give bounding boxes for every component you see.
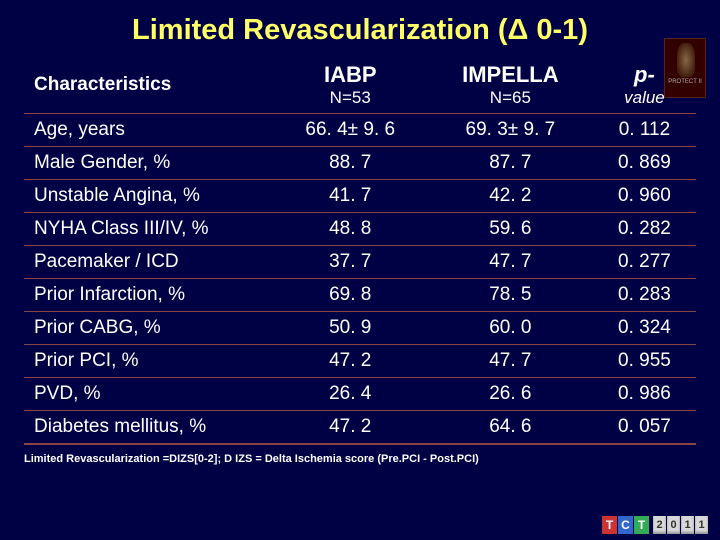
year-digit-1: 2 bbox=[653, 516, 666, 534]
row-label: Male Gender, % bbox=[24, 147, 273, 180]
row-impella: 69. 3± 9. 7 bbox=[428, 114, 593, 147]
header-impella: IMPELLA N=65 bbox=[428, 57, 593, 114]
row-impella: 47. 7 bbox=[428, 246, 593, 279]
row-impella: 42. 2 bbox=[428, 180, 593, 213]
year-digit-2: 0 bbox=[667, 516, 680, 534]
table-row: Prior Infarction, %69. 878. 50. 283 bbox=[24, 279, 696, 312]
table-body: Age, years66. 4± 9. 669. 3± 9. 70. 112Ma… bbox=[24, 114, 696, 445]
row-label: Pacemaker / ICD bbox=[24, 246, 273, 279]
header-impella-sub: N=65 bbox=[438, 88, 583, 108]
table-row: Age, years66. 4± 9. 669. 3± 9. 70. 112 bbox=[24, 114, 696, 147]
table-row: Pacemaker / ICD37. 747. 70. 277 bbox=[24, 246, 696, 279]
header-iabp: IABP N=53 bbox=[273, 57, 428, 114]
tct-letters: T C T bbox=[602, 516, 649, 534]
row-iabp: 47. 2 bbox=[273, 411, 428, 445]
row-iabp: 88. 7 bbox=[273, 147, 428, 180]
row-label: Prior Infarction, % bbox=[24, 279, 273, 312]
row-pvalue: 0. 112 bbox=[593, 114, 696, 147]
table-row: Diabetes mellitus, %47. 264. 60. 057 bbox=[24, 411, 696, 445]
header-iabp-top: IABP bbox=[324, 62, 377, 87]
tct-letter-3: T bbox=[634, 516, 649, 534]
row-pvalue: 0. 277 bbox=[593, 246, 696, 279]
row-pvalue: 0. 283 bbox=[593, 279, 696, 312]
header-impella-top: IMPELLA bbox=[462, 62, 559, 87]
footnote: Limited Revascularization =DIZS[0-2]; D … bbox=[24, 453, 696, 465]
tct-letter-1: T bbox=[602, 516, 617, 534]
table-row: Prior CABG, %50. 960. 00. 324 bbox=[24, 312, 696, 345]
characteristics-table: Characteristics IABP N=53 IMPELLA N=65 p… bbox=[24, 57, 696, 445]
row-label: Prior CABG, % bbox=[24, 312, 273, 345]
row-impella: 87. 7 bbox=[428, 147, 593, 180]
table-row: Prior PCI, %47. 247. 70. 955 bbox=[24, 345, 696, 378]
row-iabp: 41. 7 bbox=[273, 180, 428, 213]
year-digit-3: 1 bbox=[681, 516, 694, 534]
row-impella: 60. 0 bbox=[428, 312, 593, 345]
row-pvalue: 0. 955 bbox=[593, 345, 696, 378]
row-iabp: 66. 4± 9. 6 bbox=[273, 114, 428, 147]
protect-logo: PROTECT II bbox=[664, 38, 706, 98]
row-pvalue: 0. 869 bbox=[593, 147, 696, 180]
tct-letter-2: C bbox=[618, 516, 633, 534]
row-pvalue: 0. 282 bbox=[593, 213, 696, 246]
row-label: Unstable Angina, % bbox=[24, 180, 273, 213]
row-impella: 26. 6 bbox=[428, 378, 593, 411]
row-pvalue: 0. 986 bbox=[593, 378, 696, 411]
table-row: Male Gender, %88. 787. 70. 869 bbox=[24, 147, 696, 180]
tct-year: 2 0 1 1 bbox=[653, 516, 708, 534]
row-pvalue: 0. 960 bbox=[593, 180, 696, 213]
row-iabp: 47. 2 bbox=[273, 345, 428, 378]
row-iabp: 50. 9 bbox=[273, 312, 428, 345]
slide-title: Limited Revascularization (Δ 0-1) bbox=[24, 14, 696, 47]
row-impella: 78. 5 bbox=[428, 279, 593, 312]
row-label: Diabetes mellitus, % bbox=[24, 411, 273, 445]
row-iabp: 26. 4 bbox=[273, 378, 428, 411]
row-iabp: 69. 8 bbox=[273, 279, 428, 312]
row-label: Prior PCI, % bbox=[24, 345, 273, 378]
row-pvalue: 0. 057 bbox=[593, 411, 696, 445]
tct-logo: T C T 2 0 1 1 bbox=[602, 516, 708, 534]
row-label: NYHA Class III/IV, % bbox=[24, 213, 273, 246]
year-digit-4: 1 bbox=[695, 516, 708, 534]
table-row: NYHA Class III/IV, %48. 859. 60. 282 bbox=[24, 213, 696, 246]
row-iabp: 48. 8 bbox=[273, 213, 428, 246]
row-pvalue: 0. 324 bbox=[593, 312, 696, 345]
table-row: Unstable Angina, %41. 742. 20. 960 bbox=[24, 180, 696, 213]
row-label: PVD, % bbox=[24, 378, 273, 411]
row-impella: 47. 7 bbox=[428, 345, 593, 378]
row-iabp: 37. 7 bbox=[273, 246, 428, 279]
row-impella: 64. 6 bbox=[428, 411, 593, 445]
row-impella: 59. 6 bbox=[428, 213, 593, 246]
protect-logo-label: PROTECT II bbox=[668, 79, 702, 85]
header-characteristics: Characteristics bbox=[24, 57, 273, 114]
table-row: PVD, %26. 426. 60. 986 bbox=[24, 378, 696, 411]
row-label: Age, years bbox=[24, 114, 273, 147]
header-pvalue-top: p- bbox=[634, 62, 655, 87]
header-iabp-sub: N=53 bbox=[283, 88, 418, 108]
